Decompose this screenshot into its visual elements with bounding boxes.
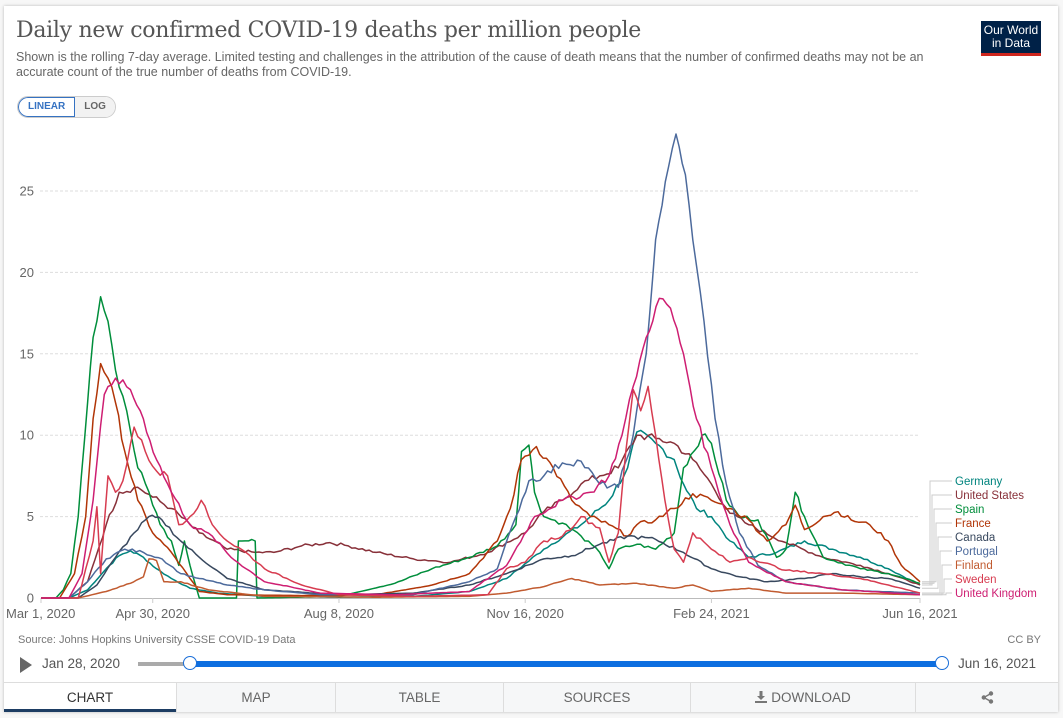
legend-connector [922,494,952,586]
legend-connector [922,536,952,589]
legend-connector [922,592,952,596]
line-chart: 0 5 10 15 20 25 Mar 1, 2020 Apr 30, 2020 Aug 8,… [6,133,1037,621]
y-tick-label: 15 [20,346,34,361]
tab-share[interactable] [915,683,1058,712]
tab-download-label: DOWNLOAD [771,690,851,705]
tab-map-label: MAP [241,690,271,705]
x-tick-label: Aug 8, 2020 [304,606,374,621]
legend-connector [922,578,952,594]
logo-line-2: in Data [991,36,1031,50]
series-line-canada[interactable] [41,514,921,599]
legend-label[interactable]: Portugal [955,546,998,558]
timeline-track[interactable] [138,662,190,666]
legend-connector [922,564,952,596]
legend-label[interactable]: Finland [955,560,993,572]
legend-connector [922,522,952,583]
tab-bar: CHART MAP TABLE SOURCES DOWNLOAD [4,682,1058,713]
y-tick-label: 20 [20,265,34,280]
log-scale-button[interactable]: LOG [75,97,115,117]
y-tick-label: 0 [27,591,34,606]
series-line-united-states[interactable] [41,433,921,599]
share-icon [981,691,993,704]
series-line-united-kingdom[interactable] [41,297,921,599]
legend-connector [922,480,952,586]
series-line-spain[interactable] [41,296,921,599]
tab-chart-label: CHART [66,690,114,705]
timeline-start-handle[interactable] [183,656,197,670]
tab-table-label: TABLE [398,690,441,705]
license-link[interactable]: CC BY [1007,634,1041,646]
legend-label[interactable]: Sweden [955,574,997,586]
x-tick-label: Mar 1, 2020 [6,606,75,621]
y-tick-label: 25 [20,184,34,199]
x-tick-label: Feb 24, 2021 [673,606,750,621]
y-axis-ticks: 0 5 10 15 20 25 [20,184,34,606]
x-tick-label: Nov 16, 2020 [487,606,564,621]
chart-title: Daily new confirmed COVID-19 deaths per … [16,18,642,43]
series-lines [41,133,921,599]
legend-label[interactable]: Germany [955,476,1003,488]
x-tick-label: Jun 16, 2021 [882,606,957,621]
series-line-portugal[interactable] [41,133,921,599]
legend-label[interactable]: France [955,518,991,530]
legend-connector [922,550,952,594]
x-axis: Mar 1, 2020 Apr 30, 2020 Aug 8, 2020 Nov 16… [6,598,958,621]
scale-toggle[interactable]: LINEAR LOG [17,96,116,118]
logo-line-1: Our World [983,23,1039,37]
series-line-sweden[interactable] [41,385,921,599]
timeline-end-label: Jun 16, 2021 [958,656,1037,671]
timeline: Jan 28, 2020 Jun 16, 2021 [0,652,1063,678]
tab-sources-label: SOURCES [563,690,631,705]
legend-connector [922,508,952,584]
legend-label[interactable]: Canada [955,532,996,544]
source-note[interactable]: Source: Johns Hopkins University CSSE CO… [18,634,296,646]
y-tick-label: 5 [27,509,34,524]
tab-map[interactable]: MAP [176,683,335,712]
tab-chart[interactable]: CHART [4,683,176,712]
chart-subtitle: Shown is the rolling 7-day average. Limi… [16,50,924,79]
download-icon [755,691,768,703]
y-tick-label: 10 [20,428,34,443]
play-icon[interactable] [20,657,32,673]
tab-table[interactable]: TABLE [335,683,503,712]
gridlines [40,190,920,518]
x-tick-label: Apr 30, 2020 [116,606,190,621]
series-line-france[interactable] [41,362,921,599]
legend-label[interactable]: Spain [955,504,984,516]
timeline-end-handle[interactable] [935,656,949,670]
owid-logo[interactable]: Our World in Data [981,21,1041,56]
timeline-start-label: Jan 28, 2020 [42,656,121,671]
legend-label[interactable]: United States [955,490,1024,502]
tab-download[interactable]: DOWNLOAD [690,683,915,712]
timeline-selected-range[interactable] [190,661,942,667]
legend: Germany United States Spain France Canada Por… [922,476,1037,600]
tab-sources[interactable]: SOURCES [503,683,690,712]
linear-scale-button[interactable]: LINEAR [18,97,76,117]
series-line-germany[interactable] [41,429,921,599]
legend-label[interactable]: United Kingdom [955,588,1037,600]
